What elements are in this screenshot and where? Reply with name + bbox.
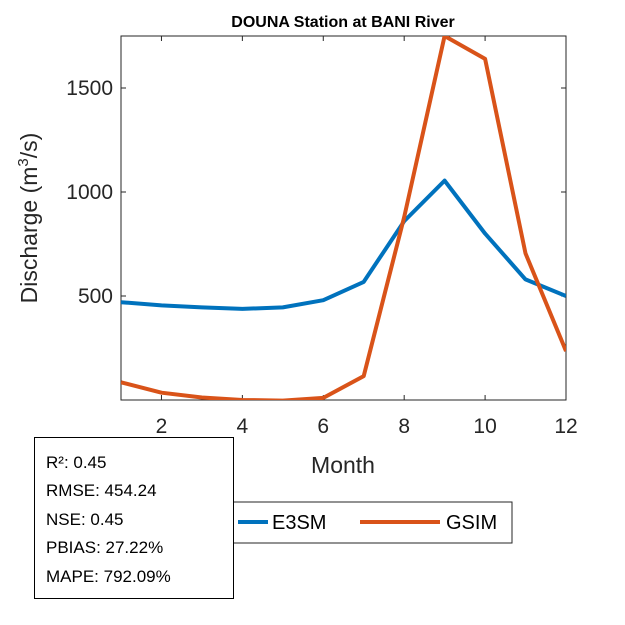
chart-title: DOUNA Station at BANI River: [231, 14, 454, 31]
legend: E3SM GSIM: [227, 501, 513, 544]
stat-rmse: RMSE: 454.24: [46, 481, 157, 501]
statistics-box: R²: 0.45 RMSE: 454.24 NSE: 0.45 PBIAS: 2…: [34, 437, 234, 599]
y-tick-label-1000: 1000: [66, 181, 113, 204]
series-line-gsim: [121, 36, 566, 400]
x-tick-label-2: 2: [156, 415, 168, 438]
x-tick-label-10: 10: [473, 415, 496, 438]
legend-label-e3sm: E3SM: [272, 512, 326, 534]
plot-area: [120, 35, 567, 401]
x-tick-label-4: 4: [237, 415, 249, 438]
y-axis-label-main: Discharge (m: [16, 167, 42, 304]
legend-label-gsim: GSIM: [446, 512, 497, 534]
y-axis-ticks: 500 1000 1500: [66, 77, 566, 308]
series-lines: [121, 36, 566, 400]
plot-frame: [120, 35, 567, 401]
stat-r2: R²: 0.45: [46, 453, 107, 472]
stat-mape: MAPE: 792.09%: [46, 566, 171, 586]
x-axis-label: Month: [311, 452, 375, 478]
x-tick-label-8: 8: [398, 415, 410, 438]
x-axis-ticks: 2 4 6 8 10 12: [156, 36, 578, 438]
stat-nse: NSE: 0.45: [46, 509, 124, 529]
x-tick-label-6: 6: [317, 415, 329, 438]
y-axis-label-tail: /s): [16, 133, 42, 159]
series-line-e3sm: [121, 178, 566, 311]
stat-pbias: PBIAS: 27.22%: [46, 538, 164, 558]
x-tick-label-12: 12: [554, 415, 577, 438]
y-axis-label: Discharge (m3/s): [15, 133, 42, 304]
y-axis-label-superscript: 3: [15, 158, 32, 166]
y-tick-label-500: 500: [78, 285, 113, 308]
y-tick-label-1500: 1500: [66, 77, 113, 100]
